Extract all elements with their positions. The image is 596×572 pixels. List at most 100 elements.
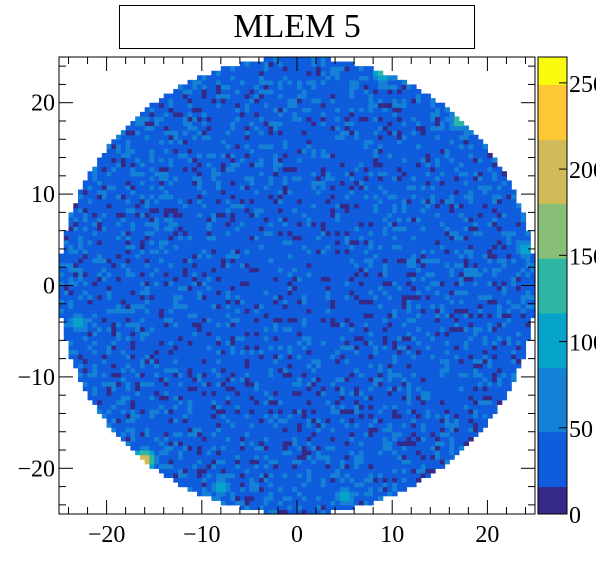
heatmap-cell <box>230 463 236 469</box>
heatmap-cell <box>135 262 141 268</box>
heatmap-cell <box>306 303 312 309</box>
heatmap-cell <box>82 312 89 319</box>
heatmap-cell <box>158 143 165 149</box>
heatmap-cell <box>144 280 151 287</box>
heatmap-cell <box>306 436 312 442</box>
heatmap-cell <box>268 454 274 460</box>
heatmap-cell <box>249 290 255 296</box>
heatmap-cell <box>111 258 117 264</box>
heatmap-cell <box>287 70 293 76</box>
heatmap-cell <box>168 111 174 118</box>
heatmap-cell <box>273 376 279 383</box>
heatmap-cell <box>82 239 89 245</box>
heatmap-cell <box>173 207 179 213</box>
heatmap-cell <box>211 175 217 181</box>
heatmap-cell <box>335 500 341 506</box>
heatmap-cell <box>306 98 312 104</box>
heatmap-cell <box>135 203 141 209</box>
heatmap-cell <box>263 335 270 341</box>
heatmap-cell <box>287 495 293 501</box>
heatmap-cell <box>320 102 327 108</box>
heatmap-cell <box>106 317 112 323</box>
heatmap-cell <box>197 280 203 287</box>
heatmap-cell <box>216 390 222 396</box>
heatmap-cell <box>335 477 341 483</box>
heatmap-cell <box>225 216 231 223</box>
heatmap-cell <box>273 326 279 332</box>
heatmap-cell <box>211 98 217 104</box>
heatmap-cell <box>273 166 279 172</box>
heatmap-cell <box>149 107 155 113</box>
heatmap-cell <box>63 308 70 314</box>
heatmap-cell <box>144 386 151 392</box>
heatmap-cell <box>192 230 198 236</box>
heatmap-cell <box>311 440 317 447</box>
heatmap-cell <box>101 340 108 346</box>
heatmap-cell <box>68 262 74 268</box>
heatmap-cell <box>277 500 284 506</box>
heatmap-cell <box>249 171 255 177</box>
heatmap-cell <box>320 349 327 355</box>
heatmap-cell <box>120 431 127 437</box>
heatmap-cell <box>168 395 174 401</box>
heatmap-cell <box>244 340 250 346</box>
heatmap-cell <box>63 235 70 241</box>
heatmap-cell <box>311 258 317 264</box>
heatmap-cell <box>201 363 208 369</box>
heatmap-cell <box>263 267 270 273</box>
heatmap-cell <box>325 299 331 305</box>
heatmap-cell <box>97 349 103 355</box>
heatmap-cell <box>258 102 265 108</box>
heatmap-cell <box>258 486 265 492</box>
heatmap-cell <box>139 175 146 181</box>
heatmap-cell <box>287 312 293 319</box>
heatmap-cell <box>130 189 136 195</box>
heatmap-cell <box>135 180 141 186</box>
heatmap-cell <box>144 303 151 309</box>
heatmap-cell <box>192 390 198 396</box>
heatmap-cell <box>116 340 122 346</box>
heatmap-cell <box>320 308 327 314</box>
heatmap-cell <box>125 322 131 328</box>
heatmap-cell <box>135 422 141 428</box>
heatmap-cell <box>163 198 170 204</box>
heatmap-cell <box>330 253 336 259</box>
heatmap-cell <box>320 486 327 492</box>
heatmap-cell <box>87 221 93 227</box>
heatmap-cell <box>335 267 341 273</box>
heatmap-cell <box>201 111 208 118</box>
heatmap-cell <box>244 303 250 309</box>
heatmap-cell <box>330 111 336 118</box>
heatmap-cell <box>163 395 170 401</box>
heatmap-cell <box>97 312 103 319</box>
heatmap-cell <box>111 139 117 145</box>
heatmap-cell <box>325 404 331 410</box>
heatmap-cell <box>197 482 203 488</box>
heatmap-cell <box>97 303 103 309</box>
heatmap-cell <box>168 322 174 328</box>
heatmap-cell <box>263 376 270 383</box>
heatmap-cell <box>320 472 327 479</box>
heatmap-cell <box>82 276 89 282</box>
heatmap-cell <box>306 102 312 108</box>
heatmap-cell <box>320 93 327 99</box>
heatmap-cell <box>211 422 217 428</box>
heatmap-cell <box>173 477 179 483</box>
heatmap-cell <box>325 367 331 373</box>
heatmap-cell <box>335 107 341 113</box>
heatmap-cell <box>139 317 146 323</box>
heatmap-cell <box>254 491 260 497</box>
heatmap-cell <box>116 262 122 268</box>
heatmap-cell <box>116 418 122 424</box>
heatmap-cell <box>330 152 336 159</box>
heatmap-cell <box>120 198 127 204</box>
heatmap-cell <box>301 276 308 282</box>
heatmap-cell <box>282 207 289 213</box>
heatmap-cell <box>335 349 341 355</box>
heatmap-cell <box>306 322 312 328</box>
heatmap-cell <box>120 166 127 172</box>
heatmap-cell <box>301 349 308 355</box>
heatmap-cell <box>277 459 284 465</box>
heatmap-cell <box>339 152 346 159</box>
heatmap-cell <box>163 125 170 131</box>
